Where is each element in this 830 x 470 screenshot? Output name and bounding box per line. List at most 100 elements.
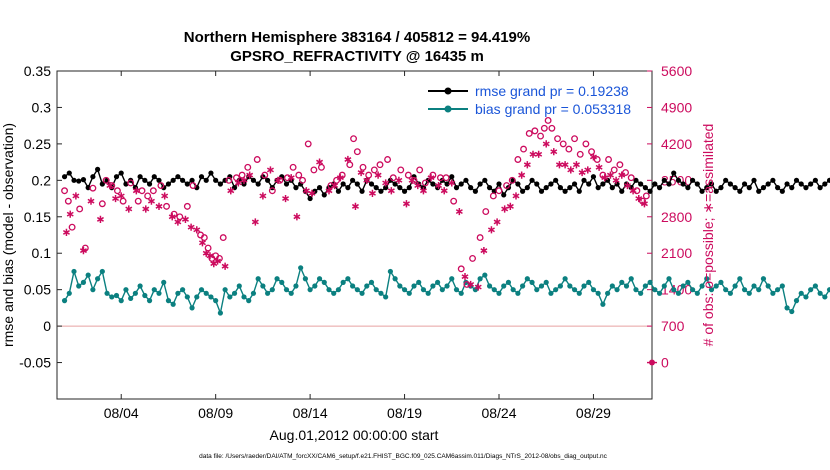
bias-point: [501, 283, 507, 289]
series-layer: [61, 117, 830, 366]
assimilated-point: [72, 192, 80, 200]
assimilated-point: [572, 161, 580, 169]
rmse-point: [760, 185, 767, 191]
right-axis-ticks: 07001400210028003500420049005600: [647, 63, 692, 371]
rmse-point: [118, 170, 124, 176]
bias-point: [109, 294, 115, 300]
rmse-point: [666, 181, 672, 187]
bias-point: [151, 287, 157, 293]
bias-point: [628, 276, 634, 282]
possible-point: [353, 148, 361, 156]
rmse-point: [798, 181, 804, 187]
assimilated-point: [316, 158, 324, 166]
y-axis-left-label: rmse and bias (model - observation): [0, 123, 16, 347]
bias-point: [571, 287, 578, 293]
assimilated-point: [374, 171, 382, 179]
possible-point: [457, 265, 465, 273]
bias-point: [793, 298, 800, 304]
rmse-point: [208, 170, 214, 176]
rmse-point: [571, 181, 578, 187]
possible-point: [514, 156, 522, 163]
plot-area: [56, 70, 653, 400]
x-tick-label: 08/04: [104, 405, 139, 421]
bias-point: [642, 283, 648, 289]
rmse-point: [165, 181, 172, 187]
rmse-point: [61, 174, 68, 180]
possible-point: [219, 234, 227, 242]
assimilated-point: [198, 239, 206, 247]
rmse-point: [524, 185, 530, 191]
rmse-point: [557, 185, 563, 191]
possible-point: [113, 187, 121, 195]
rmse-point: [175, 174, 181, 180]
bias-point: [751, 283, 757, 289]
bias-point: [425, 290, 431, 296]
rmse-point: [793, 177, 800, 183]
assimilated-point: [293, 213, 301, 221]
possible-point: [571, 135, 579, 143]
assimilated-point: [227, 187, 235, 195]
assimilated-point: [501, 205, 509, 213]
rmse-point: [789, 185, 795, 191]
bias-point: [770, 290, 776, 296]
series-rmse: [61, 166, 830, 202]
possible-point: [548, 124, 556, 132]
possible-point: [81, 244, 89, 252]
bias-point: [491, 287, 497, 293]
possible-point: [642, 192, 650, 200]
rmse-point: [529, 177, 535, 183]
assimilated-point: [112, 194, 120, 203]
bias-point: [605, 290, 611, 296]
possible-point: [495, 187, 503, 195]
assimilated-point: [493, 218, 501, 226]
rmse-point: [534, 181, 540, 187]
rmse-point: [213, 177, 219, 183]
rmse-point: [482, 177, 488, 183]
y-right-tick-label: 5600: [661, 63, 692, 79]
bias-point: [435, 279, 441, 285]
rmse-point: [486, 185, 493, 191]
possible-point: [605, 156, 613, 163]
rmse-point: [501, 192, 507, 198]
assimilated-point: [529, 150, 537, 158]
possible-point: [627, 174, 635, 182]
assimilated-point: [287, 174, 295, 182]
assimilated-point: [214, 257, 222, 265]
bias-point: [708, 287, 715, 293]
bias-point: [482, 272, 488, 278]
rmse-point: [567, 185, 573, 191]
assimilated-point: [555, 161, 563, 169]
assimilated-point: [635, 194, 643, 203]
rmse-point: [699, 188, 705, 194]
rmse-point: [803, 185, 809, 191]
rmse-point: [265, 177, 271, 183]
assimilated-point: [181, 215, 189, 223]
bias-point: [458, 290, 464, 296]
bias-point: [71, 268, 77, 275]
bias-point: [165, 298, 172, 304]
bias-point: [515, 290, 521, 296]
bias-point: [765, 283, 771, 289]
bias-point: [496, 290, 502, 296]
possible-point: [144, 192, 152, 200]
bias-point: [406, 290, 412, 296]
y-right-tick-label: 0: [661, 355, 669, 371]
bias-point: [373, 287, 379, 293]
assimilated-point: [487, 226, 495, 234]
assimilated-point: [542, 140, 550, 148]
possible-point: [295, 171, 303, 179]
possible-point: [333, 176, 341, 184]
possible-point: [310, 166, 318, 174]
possible-point: [639, 197, 647, 205]
bias-point: [756, 287, 762, 293]
assimilated-point: [266, 166, 274, 174]
bias-point: [439, 287, 445, 293]
rmse-point: [661, 177, 667, 183]
bias-point: [789, 308, 795, 315]
assimilated-point: [357, 168, 365, 177]
rmse-point: [161, 185, 167, 191]
bias-point: [567, 283, 573, 289]
rmse-point: [680, 181, 686, 187]
bias-point: [803, 294, 809, 300]
rmse-point: [444, 181, 450, 187]
